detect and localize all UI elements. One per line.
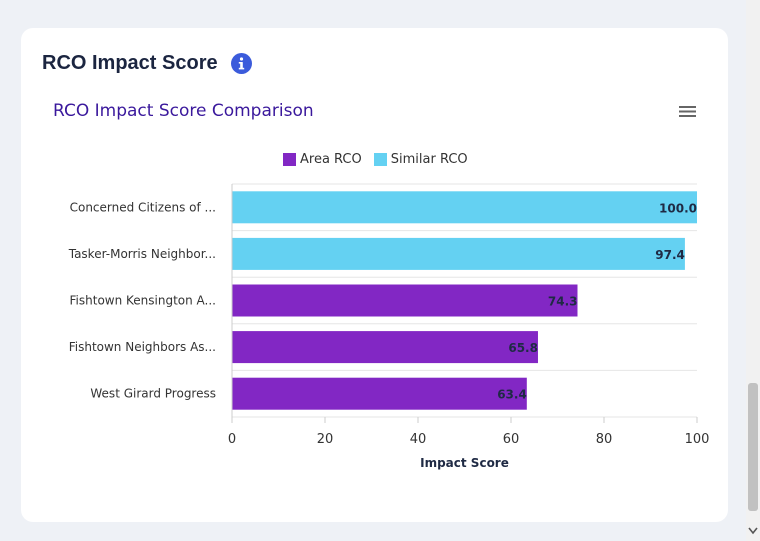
x-tick-label: 60 — [503, 432, 520, 447]
bar-fishtown-neighbors-as[interactable] — [232, 331, 538, 364]
bar-west-girard-progress[interactable] — [232, 377, 527, 410]
category-label: Tasker-Morris Neighbor... — [68, 247, 216, 261]
x-tick-label: 0 — [228, 432, 236, 447]
data-label: 100.0 — [659, 201, 697, 215]
x-tick-label: 20 — [317, 432, 334, 447]
legend-item-similar-rco[interactable]: Similar RCO — [373, 152, 468, 167]
chart-title: RCO Impact Score Comparison — [53, 101, 314, 121]
x-tick-label: 80 — [596, 432, 613, 447]
legend-item-area-rco[interactable]: Area RCO — [283, 152, 362, 167]
card-title: RCO Impact Score — [42, 52, 218, 74]
category-label: West Girard Progress — [90, 387, 216, 401]
legend-swatch-area-rco — [283, 153, 296, 166]
scroll-down-arrow-icon[interactable] — [748, 525, 758, 537]
scrollbar-thumb[interactable] — [748, 383, 758, 511]
legend-label-similar-rco: Similar RCO — [390, 152, 468, 167]
category-label: Concerned Citizens of ... — [70, 200, 216, 214]
x-axis-title: Impact Score — [420, 456, 509, 470]
bar-concerned-citizens-of[interactable] — [232, 191, 698, 224]
legend-swatch-similar-rco — [373, 153, 387, 166]
data-label: 63.4 — [497, 388, 527, 402]
info-icon[interactable] — [231, 53, 252, 74]
data-label: 97.4 — [655, 248, 685, 262]
bar-tasker-morris-neighbor[interactable] — [232, 237, 685, 270]
bar-chart: Concerned Citizens of ... 100.0 Tasker-Mor… — [68, 183, 710, 470]
x-tick-label: 40 — [410, 432, 427, 447]
page-scrollbar[interactable] — [746, 0, 760, 541]
x-tick-label: 100 — [685, 432, 710, 447]
chart-legend: Area RCO Similar RCO — [283, 152, 468, 167]
category-label: Fishtown Neighbors As... — [69, 340, 216, 354]
chart-menu-icon[interactable] — [677, 103, 699, 119]
impact-score-card: RCO Impact Score RCO Impact Score Compar… — [21, 28, 728, 522]
legend-label-area-rco: Area RCO — [300, 152, 362, 167]
category-label: Fishtown Kensington A... — [70, 294, 216, 308]
bar-fishtown-kensington-a[interactable] — [232, 284, 578, 317]
data-label: 74.3 — [548, 295, 578, 309]
data-label: 65.8 — [508, 341, 538, 355]
